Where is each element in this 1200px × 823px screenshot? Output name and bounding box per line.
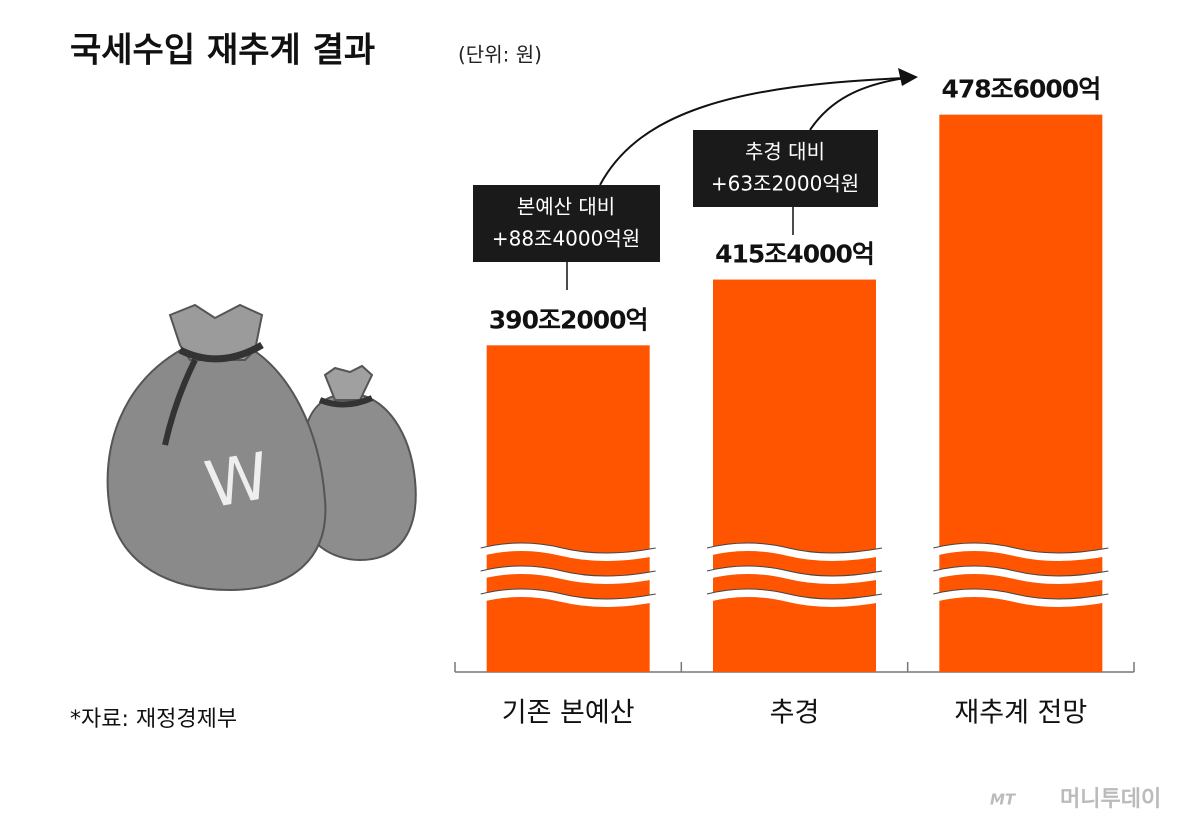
x-tick-label: 기존 본예산 bbox=[502, 698, 635, 729]
bar bbox=[486, 345, 650, 672]
axis-break-edge bbox=[933, 588, 1109, 600]
axis-break bbox=[932, 566, 1110, 584]
bar bbox=[939, 114, 1103, 673]
value-label: 478조6000억 bbox=[941, 75, 1100, 104]
watermark-logo: MT bbox=[990, 791, 1017, 809]
axis-break-edge bbox=[480, 542, 656, 554]
source: *자료: 재정경제부 bbox=[70, 707, 237, 732]
annotation: +63조2000억원 bbox=[711, 172, 859, 196]
bag-symbol: W bbox=[200, 440, 275, 524]
arrow-head bbox=[898, 68, 918, 86]
axis-break-edge bbox=[706, 542, 883, 554]
chart-subtitle: (단위: 원) bbox=[458, 43, 542, 67]
chart-title: 국세수입 재추계 결과 bbox=[70, 31, 375, 71]
axis-break bbox=[706, 543, 883, 561]
watermark: 머니투데이 bbox=[1060, 787, 1161, 812]
axis-break bbox=[706, 566, 883, 584]
x-tick-label: 재추계 전망 bbox=[954, 698, 1087, 729]
x-tick-label: 추경 bbox=[770, 698, 820, 729]
arrow bbox=[599, 77, 906, 186]
axis-break-edge bbox=[480, 565, 656, 577]
axis-break-edge bbox=[706, 588, 883, 600]
annotation: 추경 대비 bbox=[745, 140, 825, 164]
axis-break bbox=[706, 589, 883, 607]
axis-break bbox=[479, 589, 657, 607]
bar bbox=[713, 279, 876, 672]
value-label: 415조4000억 bbox=[715, 240, 874, 269]
annotation-box bbox=[473, 185, 660, 262]
axis-break-edge bbox=[933, 542, 1109, 554]
axis-break-edge bbox=[480, 588, 656, 600]
axis-break bbox=[932, 589, 1110, 607]
money-bags: W bbox=[106, 303, 417, 592]
annotation: +88조4000억원 bbox=[492, 227, 640, 251]
value-label: 390조2000억 bbox=[489, 305, 648, 334]
axis-break-edge bbox=[706, 565, 883, 577]
annotation-box bbox=[693, 130, 878, 207]
axis-break bbox=[932, 543, 1110, 561]
axis-break bbox=[479, 543, 657, 561]
arrow bbox=[809, 77, 906, 131]
axis-break-edge bbox=[933, 565, 1109, 577]
annotation: 본예산 대비 bbox=[517, 195, 615, 219]
axis-break bbox=[479, 566, 657, 584]
